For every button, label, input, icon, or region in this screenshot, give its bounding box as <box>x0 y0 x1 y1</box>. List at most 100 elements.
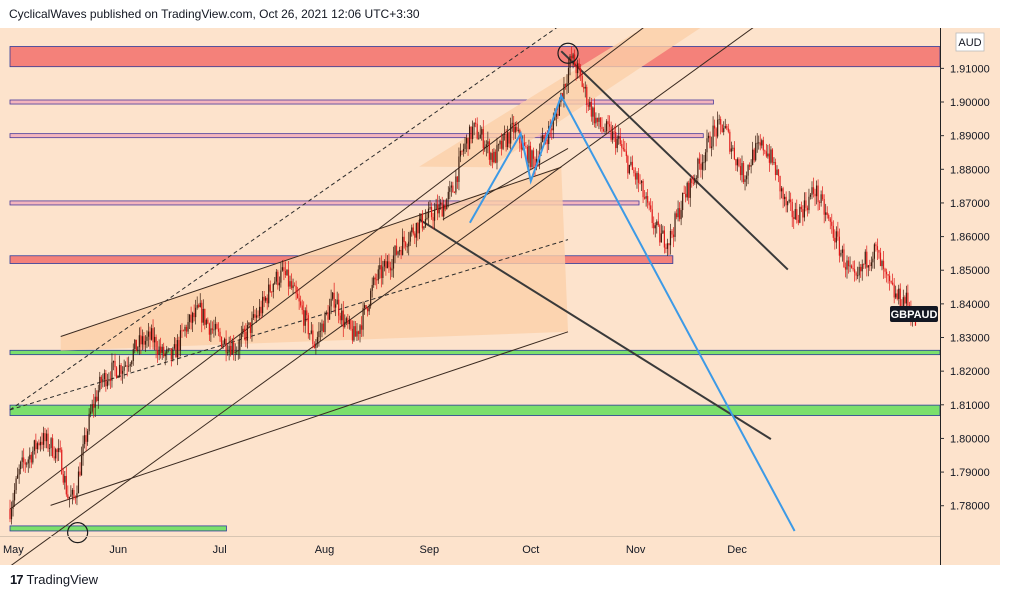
candles-layer <box>9 46 917 525</box>
green-zone-7[interactable] <box>9 525 227 532</box>
trend-line-6[interactable] <box>442 148 569 220</box>
candle-body-75 <box>123 366 125 371</box>
candle-body-564 <box>867 265 869 268</box>
candle-body-511 <box>787 201 789 206</box>
candle-body-514 <box>791 201 793 218</box>
trend-line-8[interactable] <box>418 218 772 440</box>
candle-body-117 <box>187 322 189 332</box>
trend-line-3[interactable] <box>9 239 569 411</box>
circle-marker-0[interactable] <box>557 42 579 64</box>
candle-body-297 <box>461 150 463 152</box>
candle-body-277 <box>430 207 433 218</box>
price-chart[interactable]: 1.78000 1.79000 1.80000 1.81000 1.82000 1.830… <box>0 0 1000 567</box>
trend-line-5[interactable] <box>50 331 569 506</box>
candle-body-567 <box>872 258 874 263</box>
candle-body-422 <box>651 209 653 224</box>
candle-body-61 <box>102 379 104 383</box>
candle-body-531 <box>817 185 819 203</box>
candle-body-510 <box>785 196 787 206</box>
candle-body-470 <box>724 126 726 129</box>
symbol-badge[interactable]: GBPAUD <box>890 306 938 323</box>
candle-body-24 <box>45 433 48 442</box>
purple-zone-1[interactable] <box>9 99 714 105</box>
candle-body-583 <box>896 293 898 299</box>
candle-body-489 <box>753 149 755 161</box>
price-axis-panel[interactable] <box>940 28 1000 565</box>
candle-body-390 <box>602 129 605 132</box>
candle-body-474 <box>730 148 732 152</box>
trend-line-7[interactable] <box>560 50 789 271</box>
red-zone-0[interactable] <box>9 46 941 68</box>
candle-body-163 <box>257 315 259 317</box>
candle-body-577 <box>887 274 889 276</box>
candle-body-111 <box>178 340 180 351</box>
candle-body-516 <box>794 209 796 219</box>
candle-body-67 <box>111 362 113 381</box>
candle-body-331 <box>513 122 515 133</box>
candle-body-477 <box>735 159 737 166</box>
candle-body-288 <box>447 191 449 200</box>
footer-brand[interactable]: TradingView <box>26 572 99 587</box>
candle-body-172 <box>271 291 273 293</box>
candle-body-233 <box>363 305 366 309</box>
candle-body-181 <box>284 271 287 276</box>
candle-body-210 <box>328 306 331 320</box>
chart-area[interactable]: 1.78000 1.79000 1.80000 1.81000 1.82000 1.830… <box>0 0 1000 567</box>
candle-body-249 <box>388 261 390 268</box>
harmonic-pattern-line[interactable] <box>469 93 796 532</box>
candle-body-15 <box>32 450 34 463</box>
candle-body-158 <box>249 322 252 333</box>
candle-body-197 <box>309 333 311 335</box>
trend-line-2[interactable] <box>9 0 605 411</box>
candle-body-410 <box>633 169 635 174</box>
candle-body-317 <box>491 153 494 163</box>
candle-body-378 <box>584 86 586 89</box>
candle-body-262 <box>408 241 410 247</box>
candle-body-238 <box>371 285 373 291</box>
candle-body-588 <box>904 297 906 304</box>
candle-body-28 <box>52 438 54 457</box>
candle-body-17 <box>35 440 37 450</box>
candle-body-415 <box>640 180 643 183</box>
candle-body-248 <box>386 261 389 269</box>
trend-line-0[interactable] <box>9 0 686 510</box>
candle-body-480 <box>739 166 742 176</box>
candle-body-578 <box>889 275 891 282</box>
trend-line-4[interactable] <box>60 166 562 337</box>
candle-body-568 <box>873 244 875 259</box>
circle-marker-1[interactable] <box>67 522 89 544</box>
candle-body-124 <box>198 305 200 308</box>
candle-body-192 <box>301 305 303 310</box>
candle-body-542 <box>834 237 836 243</box>
candle-body-462 <box>712 125 714 147</box>
candle-body-322 <box>499 140 501 145</box>
candle-body-229 <box>357 331 360 334</box>
candle-body-461 <box>710 146 713 148</box>
green-zone-5[interactable] <box>9 349 941 356</box>
candle-body-78 <box>128 365 130 367</box>
symbol-badge-label: GBPAUD <box>891 309 938 321</box>
candle-body-558 <box>858 266 860 276</box>
candle-body-16 <box>33 440 35 451</box>
candle-body-333 <box>516 127 518 131</box>
candle-body-206 <box>322 323 325 333</box>
candle-body-460 <box>709 135 711 148</box>
candle-body-142 <box>225 338 227 353</box>
purple-zone-2[interactable] <box>9 133 704 139</box>
candle-body-191 <box>300 301 302 306</box>
y-tick-label-4: 1.82000 <box>950 366 990 378</box>
candle-body-386 <box>596 117 599 122</box>
purple-zone-3[interactable] <box>9 200 640 206</box>
candle-body-284 <box>441 202 443 217</box>
candle-body-135 <box>214 323 217 330</box>
green-zone-6[interactable] <box>9 404 941 416</box>
candle-body-96 <box>155 336 157 351</box>
candle-body-556 <box>855 272 857 276</box>
candle-body-324 <box>502 134 504 149</box>
candle-body-230 <box>359 325 361 334</box>
candle-body-246 <box>383 261 385 267</box>
candle-body-553 <box>850 265 853 269</box>
candle-body-189 <box>297 293 299 299</box>
candle-body-254 <box>395 245 398 255</box>
candle-body-318 <box>493 151 495 163</box>
